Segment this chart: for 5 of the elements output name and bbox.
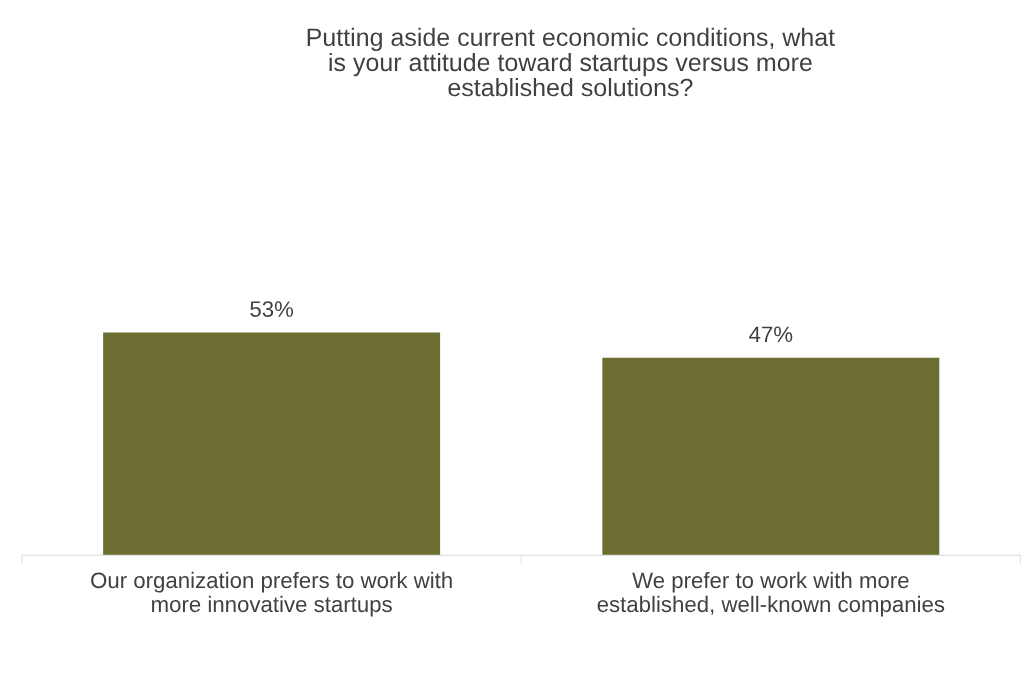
data-label: 53%: [250, 301, 294, 317]
data-label: 47%: [749, 326, 793, 343]
chart-title: Putting aside current economic conditions, what is your attitude toward startups versus more established solutions?: [307, 27, 835, 97]
x-tick-label: We prefer to work with more established, well-known companies: [597, 571, 945, 617]
x-tick-label: Our organization prefers to work with more innovative startups: [91, 571, 452, 617]
